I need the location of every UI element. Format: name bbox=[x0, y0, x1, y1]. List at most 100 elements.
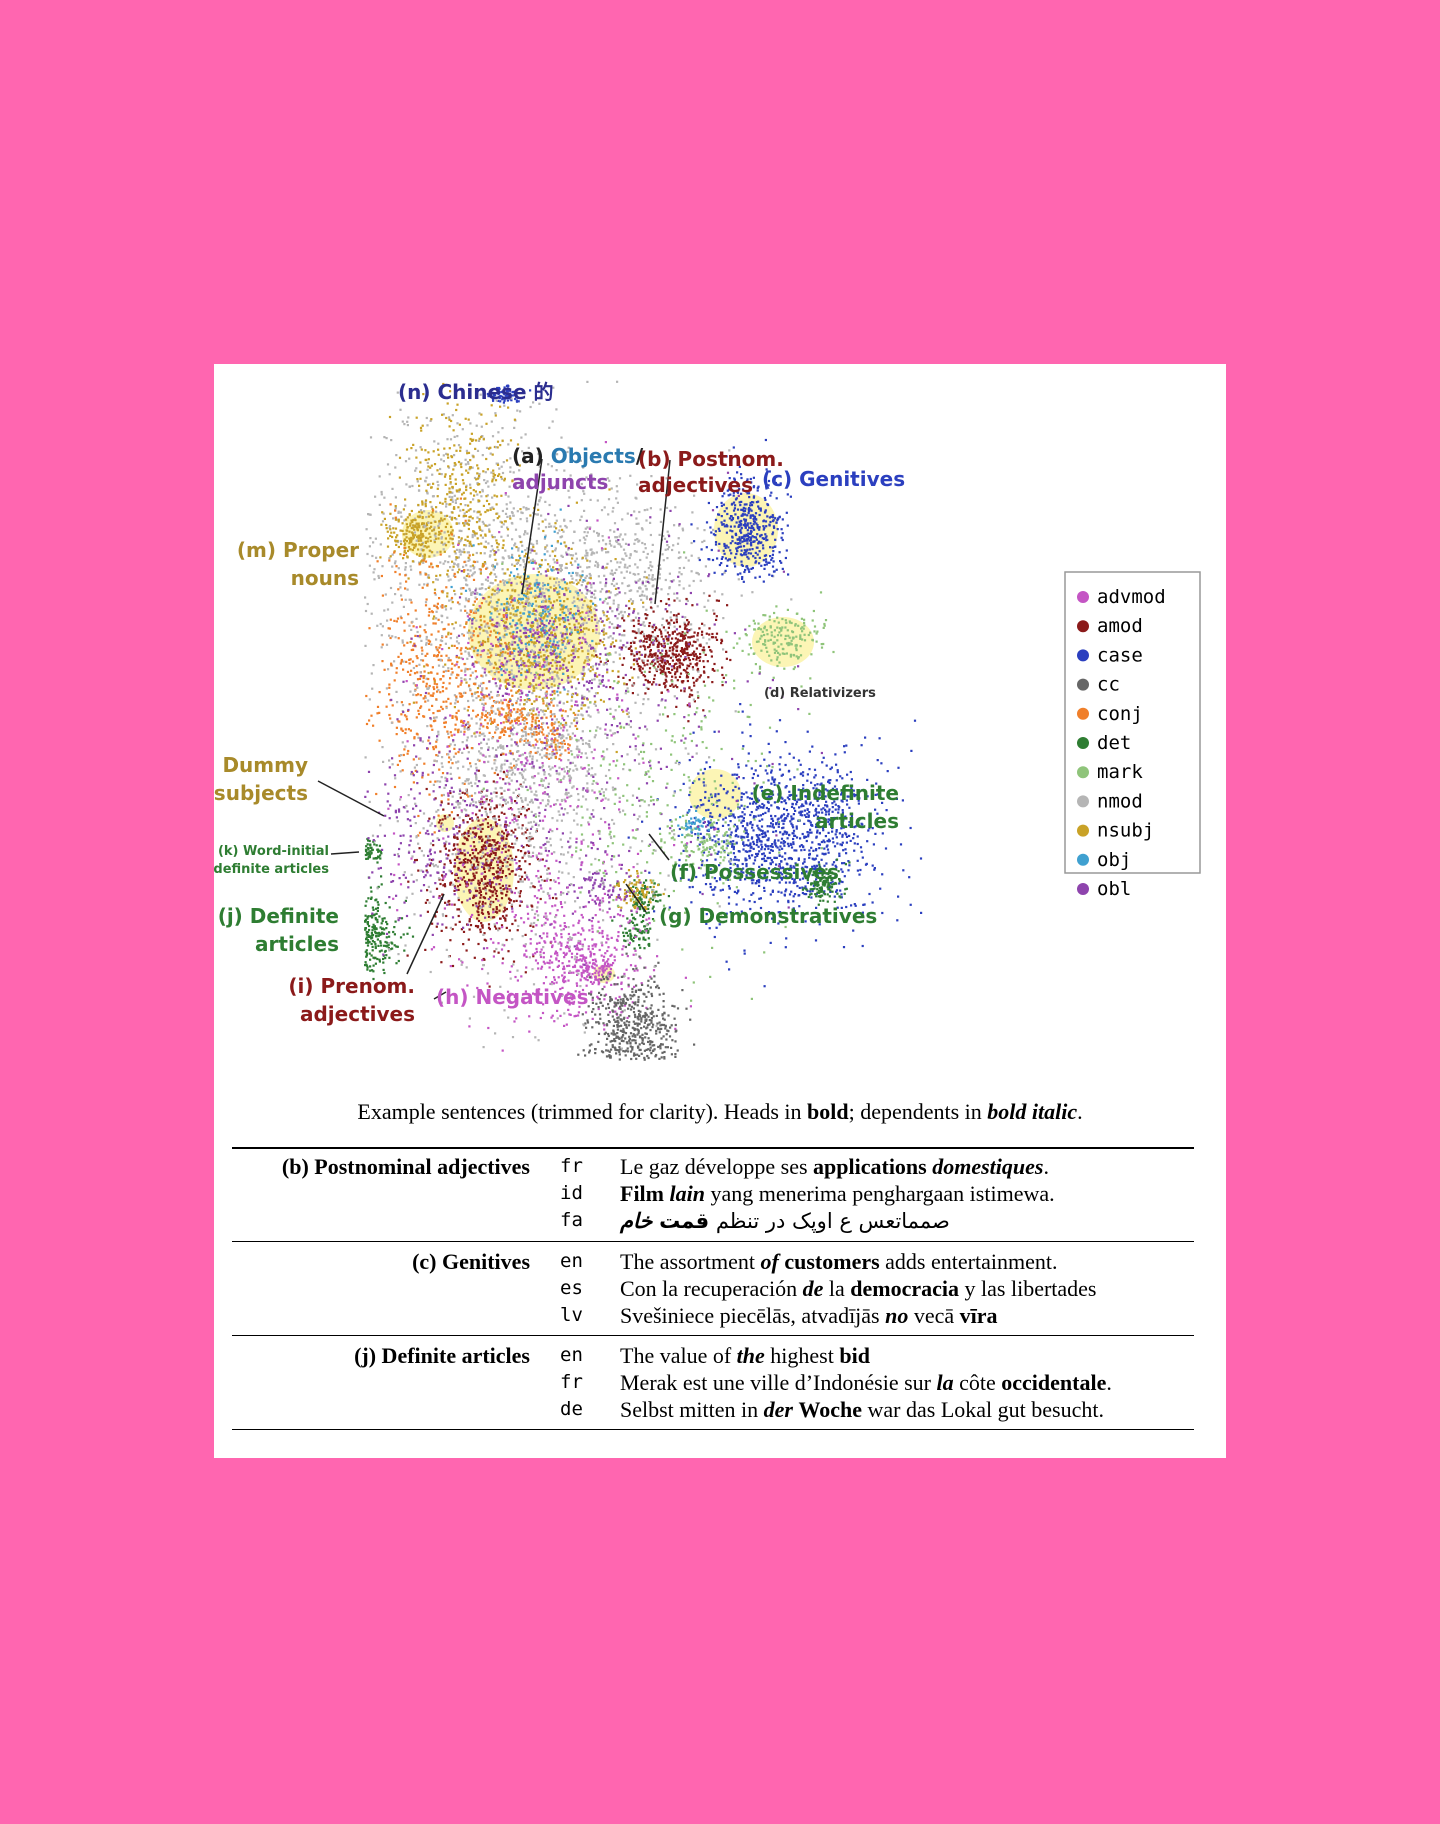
point-conj bbox=[495, 644, 498, 647]
point-nsubj bbox=[426, 483, 430, 486]
point-nsubj bbox=[520, 657, 523, 660]
point-amod bbox=[675, 621, 678, 624]
point-conj bbox=[564, 710, 567, 713]
point-nsubj bbox=[424, 503, 427, 506]
point-nsubj bbox=[455, 449, 458, 452]
point-nmod bbox=[524, 460, 528, 464]
point-nsubj bbox=[406, 549, 410, 553]
point-nmod bbox=[504, 493, 507, 496]
point-obl bbox=[458, 596, 462, 599]
point-amod bbox=[673, 630, 676, 633]
point-amod bbox=[688, 687, 691, 690]
point-nmod bbox=[428, 483, 431, 486]
point-conj bbox=[489, 630, 492, 633]
point-amod bbox=[685, 641, 688, 644]
point-nsubj bbox=[557, 568, 560, 571]
point-nsubj bbox=[484, 533, 487, 536]
point-nmod bbox=[582, 490, 585, 493]
point-nsubj bbox=[425, 536, 428, 539]
point-nsubj bbox=[475, 439, 478, 442]
point-conj bbox=[441, 604, 444, 607]
point-nsubj bbox=[545, 668, 548, 671]
point-nmod bbox=[465, 564, 468, 567]
point-nmod bbox=[558, 813, 561, 816]
point-nsubj bbox=[480, 542, 483, 545]
point-nmod bbox=[535, 578, 538, 582]
point-amod bbox=[505, 926, 508, 929]
point-amod bbox=[454, 878, 457, 881]
point-nmod bbox=[525, 645, 528, 648]
point-conj bbox=[516, 710, 519, 713]
point-conj bbox=[536, 740, 539, 743]
point-nmod bbox=[436, 754, 440, 757]
point-conj bbox=[460, 652, 463, 655]
point-nsubj bbox=[479, 513, 482, 516]
point-nmod bbox=[667, 593, 670, 596]
point-nsubj bbox=[482, 504, 485, 507]
point-conj bbox=[484, 713, 488, 717]
point-nsubj bbox=[538, 695, 541, 698]
point-nmod bbox=[553, 561, 556, 564]
point-nmod bbox=[515, 627, 518, 630]
point-nmod bbox=[585, 549, 588, 552]
point-nmod bbox=[585, 476, 588, 479]
point-obj bbox=[513, 599, 516, 602]
point-conj bbox=[480, 674, 483, 677]
point-nmod bbox=[519, 659, 522, 662]
point-amod bbox=[451, 928, 454, 931]
point-amod bbox=[726, 604, 729, 607]
point-nmod bbox=[508, 751, 511, 755]
point-nmod bbox=[562, 777, 565, 780]
point-nsubj bbox=[494, 479, 498, 482]
point-nmod bbox=[651, 574, 654, 577]
point-obl bbox=[534, 665, 537, 669]
point-obl bbox=[534, 618, 537, 621]
point-amod bbox=[599, 660, 602, 663]
point-nmod bbox=[449, 758, 452, 761]
point-conj bbox=[440, 794, 443, 797]
point-nsubj bbox=[551, 550, 554, 553]
point-nsubj bbox=[414, 543, 418, 546]
point-conj bbox=[489, 717, 492, 720]
point-nsubj bbox=[551, 659, 554, 662]
point-nmod bbox=[509, 762, 512, 765]
point-conj bbox=[401, 769, 404, 772]
point-nsubj bbox=[549, 601, 552, 604]
point-nsubj bbox=[603, 644, 606, 647]
point-amod bbox=[464, 882, 468, 885]
point-amod bbox=[660, 635, 663, 638]
point-conj bbox=[397, 655, 400, 658]
point-amod bbox=[407, 880, 410, 883]
point-obl bbox=[563, 625, 566, 628]
point-nmod bbox=[633, 510, 636, 513]
point-conj bbox=[468, 613, 471, 616]
point-amod bbox=[512, 846, 515, 849]
point-obj bbox=[576, 592, 579, 595]
point-conj bbox=[436, 565, 439, 568]
point-conj bbox=[469, 610, 472, 613]
point-nsubj bbox=[379, 556, 382, 559]
point-amod bbox=[669, 671, 672, 674]
point-conj bbox=[509, 714, 512, 717]
point-nmod bbox=[586, 604, 589, 607]
point-nsubj bbox=[449, 498, 452, 501]
point-obj bbox=[549, 608, 552, 611]
point-amod bbox=[469, 854, 472, 857]
point-amod bbox=[671, 632, 674, 635]
point-nmod bbox=[586, 607, 590, 610]
point-nsubj bbox=[494, 631, 498, 634]
point-nmod bbox=[721, 593, 724, 596]
point-nmod bbox=[594, 704, 597, 707]
point-nsubj bbox=[503, 477, 506, 480]
point-nsubj bbox=[460, 465, 463, 469]
point-amod bbox=[686, 676, 690, 679]
point-nsubj bbox=[476, 537, 479, 540]
point-obj bbox=[544, 633, 547, 636]
point-amod bbox=[683, 635, 686, 638]
point-nsubj bbox=[559, 664, 562, 667]
point-amod bbox=[671, 683, 674, 686]
point-nsubj bbox=[410, 509, 413, 513]
point-amod bbox=[683, 623, 686, 626]
point-nsubj bbox=[544, 641, 547, 644]
point-nmod bbox=[539, 595, 543, 598]
